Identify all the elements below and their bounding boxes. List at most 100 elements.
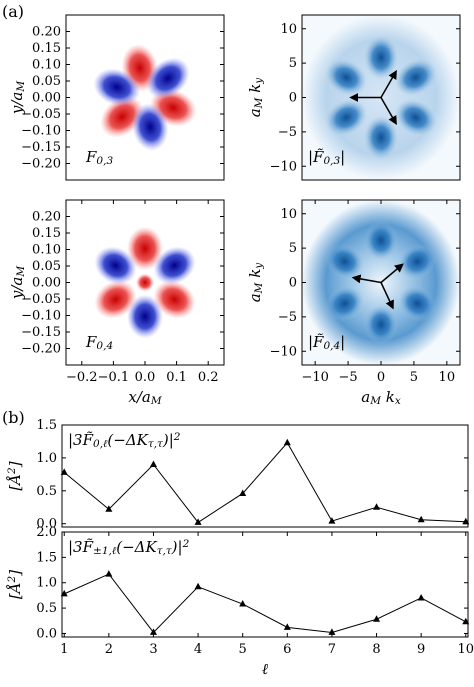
y-tick-label: 0.00 [32,275,61,290]
marker [149,628,157,635]
annotation: |3F̃±1,ℓ(−ΔKτ,τ)|2 [68,538,190,557]
marker [283,623,291,630]
annotation: |F̃0,3| [308,148,345,167]
y-tick-label: 1.5 [36,418,57,433]
lobe [325,243,364,280]
y-tick-label: 0.05 [32,259,61,274]
y-tick-label: 0.0 [36,626,57,641]
plot-frame [61,531,469,638]
y-axis-label: y/aM [8,81,27,115]
y-tick-label: 0.10 [32,242,61,257]
y-tick-label: 1.5 [36,550,57,565]
marker [239,600,247,607]
x-tick-label: 5 [239,642,247,657]
x-tick-label: 10 [457,642,474,657]
k-arrow [380,282,394,310]
y-tick-label: 0.15 [32,41,61,56]
x-tick-label: 9 [417,642,425,657]
annotation: |F̃0,4| [308,333,345,352]
k-arrow [380,97,397,126]
x-tick-label: 5 [410,370,418,385]
y-tick-label: −0.05 [21,292,61,307]
heatmap-image [302,15,460,180]
y-tick-label: −0.20 [21,156,61,171]
y-tick-label: 0.0 [36,516,57,531]
k-arrow [380,263,404,284]
lobe [398,243,437,280]
x-tick-label: 10 [439,370,456,385]
y-tick-label: −0.15 [21,325,61,340]
lobe [93,68,141,107]
k-arrow [380,69,397,98]
y-tick-label: 0.05 [32,74,61,89]
y-tick-label: 10 [280,206,297,221]
plot-frame [65,199,225,366]
lobe [153,246,196,285]
y-tick-label: 5 [289,241,297,256]
k-arrow [351,274,382,284]
y-tick-label: 0.00 [32,90,61,105]
x-tick-label: 2 [105,642,113,657]
lobe [94,246,137,285]
marker [194,582,202,590]
lobe [127,226,163,271]
marker [105,505,113,512]
plot-frame [301,199,461,366]
x-axis-label: x/aM [128,388,161,407]
plot-frame [301,14,461,181]
lobe [131,103,169,151]
x-tick-label: 0 [377,370,385,385]
lobe [364,220,398,261]
y-tick-label: −0.20 [21,341,61,356]
x-tick-label: −5 [338,370,357,385]
y-axis-label: [Å2] [6,570,24,599]
y-axis-label: aM ky [246,77,265,118]
marker [462,517,470,525]
x-tick-label: −10 [301,370,328,385]
marker [60,589,68,597]
y-tick-label: −0.10 [21,308,61,323]
x-tick-label: −0.2 [66,370,98,385]
heatmap-image [302,200,460,365]
y-tick-label: −0.05 [21,107,61,122]
series-line [64,573,467,634]
y-tick-label: 1.0 [36,450,57,465]
marker [328,517,336,524]
x-tick-label: 4 [194,642,202,657]
lobe [364,304,398,345]
x-tick-label: 3 [149,642,157,657]
annotation: F0,3 [85,148,113,167]
y-tick-label: −0.15 [21,140,61,155]
lobe [136,273,154,292]
lobe [153,280,196,319]
x-tick-label: −0.1 [98,370,130,385]
y-tick-label: 2.0 [36,525,57,540]
x-tick-label: 7 [328,642,336,657]
panel-label: (a) [2,2,24,21]
y-tick-label: −10 [270,344,297,359]
series-line [63,441,466,524]
x-tick-label: 1 [60,642,68,657]
y-tick-label: 0.5 [36,601,57,616]
panel-label: (b) [2,408,25,427]
lobe [325,285,364,322]
x-tick-label: 8 [372,642,380,657]
plot-frame [61,424,469,528]
marker [283,438,291,446]
y-axis-label: y/aM [8,266,27,300]
y-axis-label: aM ky [246,262,265,303]
y-tick-label: 0.20 [32,209,61,224]
y-tick-label: 0.10 [32,57,61,72]
marker [239,489,247,496]
marker [417,593,425,601]
y-tick-label: −0.10 [21,123,61,138]
lobe [127,294,163,339]
annotation: F0,4 [85,333,113,352]
marker [373,503,381,510]
lobe [325,59,368,96]
marker [417,515,425,523]
lobe [364,115,398,160]
y-tick-label: 0.15 [32,226,61,241]
y-tick-label: 1.0 [36,575,57,590]
